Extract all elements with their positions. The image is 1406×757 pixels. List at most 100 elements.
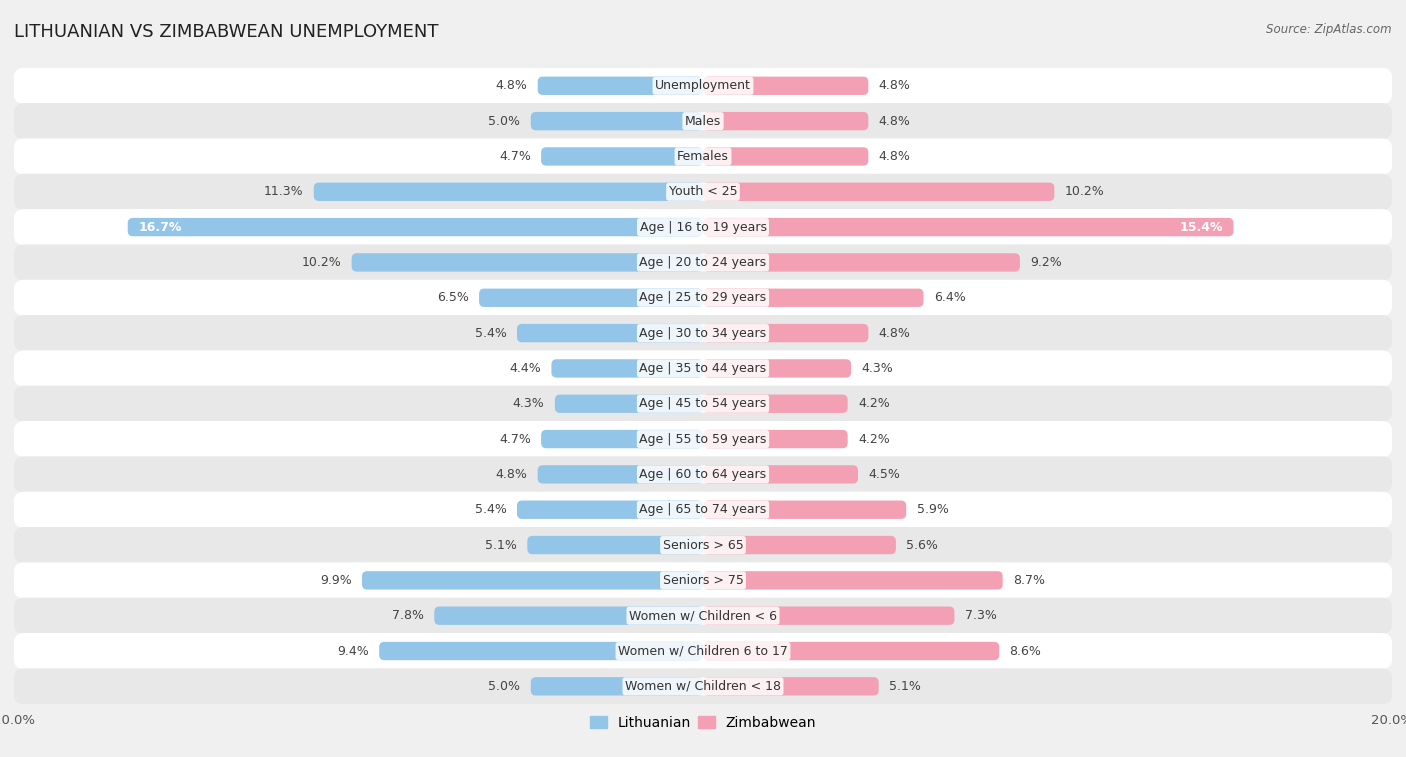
FancyBboxPatch shape (703, 678, 879, 696)
Text: LITHUANIAN VS ZIMBABWEAN UNEMPLOYMENT: LITHUANIAN VS ZIMBABWEAN UNEMPLOYMENT (14, 23, 439, 41)
FancyBboxPatch shape (703, 288, 924, 307)
FancyBboxPatch shape (703, 466, 858, 484)
Text: 9.9%: 9.9% (321, 574, 352, 587)
FancyBboxPatch shape (703, 572, 1002, 590)
Text: Age | 60 to 64 years: Age | 60 to 64 years (640, 468, 766, 481)
FancyBboxPatch shape (541, 148, 703, 166)
FancyBboxPatch shape (531, 112, 703, 130)
FancyBboxPatch shape (14, 68, 1392, 104)
Text: Age | 35 to 44 years: Age | 35 to 44 years (640, 362, 766, 375)
Text: 11.3%: 11.3% (264, 185, 304, 198)
Text: Age | 30 to 34 years: Age | 30 to 34 years (640, 326, 766, 340)
Text: 15.4%: 15.4% (1180, 220, 1223, 234)
Text: 9.2%: 9.2% (1031, 256, 1062, 269)
Legend: Lithuanian, Zimbabwean: Lithuanian, Zimbabwean (585, 710, 821, 735)
Text: Seniors > 65: Seniors > 65 (662, 538, 744, 552)
FancyBboxPatch shape (703, 642, 1000, 660)
FancyBboxPatch shape (555, 394, 703, 413)
FancyBboxPatch shape (14, 280, 1392, 316)
Text: 5.0%: 5.0% (488, 114, 520, 128)
Text: 6.4%: 6.4% (934, 291, 966, 304)
Text: 5.1%: 5.1% (889, 680, 921, 693)
FancyBboxPatch shape (703, 112, 869, 130)
FancyBboxPatch shape (703, 606, 955, 625)
FancyBboxPatch shape (703, 324, 869, 342)
FancyBboxPatch shape (14, 668, 1392, 704)
Text: 4.8%: 4.8% (879, 114, 911, 128)
Text: 6.5%: 6.5% (437, 291, 468, 304)
Text: Age | 55 to 59 years: Age | 55 to 59 years (640, 432, 766, 446)
FancyBboxPatch shape (14, 386, 1392, 422)
Text: Age | 20 to 24 years: Age | 20 to 24 years (640, 256, 766, 269)
Text: 4.8%: 4.8% (879, 79, 911, 92)
FancyBboxPatch shape (703, 394, 848, 413)
Text: 4.3%: 4.3% (862, 362, 893, 375)
FancyBboxPatch shape (14, 315, 1392, 351)
Text: 4.7%: 4.7% (499, 432, 531, 446)
Text: 4.7%: 4.7% (499, 150, 531, 163)
FancyBboxPatch shape (531, 678, 703, 696)
FancyBboxPatch shape (527, 536, 703, 554)
FancyBboxPatch shape (14, 456, 1392, 492)
Text: Age | 16 to 19 years: Age | 16 to 19 years (640, 220, 766, 234)
FancyBboxPatch shape (703, 360, 851, 378)
FancyBboxPatch shape (128, 218, 703, 236)
FancyBboxPatch shape (537, 76, 703, 95)
Text: 5.9%: 5.9% (917, 503, 949, 516)
Text: Males: Males (685, 114, 721, 128)
FancyBboxPatch shape (14, 633, 1392, 669)
Text: 5.4%: 5.4% (475, 326, 506, 340)
Text: Source: ZipAtlas.com: Source: ZipAtlas.com (1267, 23, 1392, 36)
Text: 4.8%: 4.8% (495, 79, 527, 92)
FancyBboxPatch shape (551, 360, 703, 378)
FancyBboxPatch shape (703, 500, 907, 519)
FancyBboxPatch shape (537, 466, 703, 484)
FancyBboxPatch shape (703, 148, 869, 166)
FancyBboxPatch shape (14, 174, 1392, 210)
FancyBboxPatch shape (14, 598, 1392, 634)
FancyBboxPatch shape (14, 103, 1392, 139)
FancyBboxPatch shape (14, 209, 1392, 245)
Text: 4.3%: 4.3% (513, 397, 544, 410)
Text: 9.4%: 9.4% (337, 644, 368, 658)
FancyBboxPatch shape (517, 500, 703, 519)
Text: 7.3%: 7.3% (965, 609, 997, 622)
FancyBboxPatch shape (479, 288, 703, 307)
Text: 4.2%: 4.2% (858, 397, 890, 410)
Text: 5.0%: 5.0% (488, 680, 520, 693)
Text: Age | 25 to 29 years: Age | 25 to 29 years (640, 291, 766, 304)
Text: 7.8%: 7.8% (392, 609, 425, 622)
Text: Seniors > 75: Seniors > 75 (662, 574, 744, 587)
Text: Youth < 25: Youth < 25 (669, 185, 737, 198)
Text: 8.7%: 8.7% (1012, 574, 1045, 587)
Text: Women w/ Children < 18: Women w/ Children < 18 (626, 680, 780, 693)
Text: Age | 45 to 54 years: Age | 45 to 54 years (640, 397, 766, 410)
FancyBboxPatch shape (703, 76, 869, 95)
FancyBboxPatch shape (14, 139, 1392, 174)
FancyBboxPatch shape (14, 421, 1392, 457)
Text: 4.4%: 4.4% (509, 362, 541, 375)
Text: Females: Females (678, 150, 728, 163)
Text: Women w/ Children < 6: Women w/ Children < 6 (628, 609, 778, 622)
FancyBboxPatch shape (352, 254, 703, 272)
Text: 5.4%: 5.4% (475, 503, 506, 516)
FancyBboxPatch shape (361, 572, 703, 590)
FancyBboxPatch shape (703, 254, 1019, 272)
FancyBboxPatch shape (14, 562, 1392, 598)
Text: 4.5%: 4.5% (869, 468, 900, 481)
FancyBboxPatch shape (541, 430, 703, 448)
Text: 4.8%: 4.8% (879, 150, 911, 163)
FancyBboxPatch shape (703, 182, 1054, 201)
FancyBboxPatch shape (380, 642, 703, 660)
FancyBboxPatch shape (703, 430, 848, 448)
FancyBboxPatch shape (517, 324, 703, 342)
Text: Age | 65 to 74 years: Age | 65 to 74 years (640, 503, 766, 516)
Text: Women w/ Children 6 to 17: Women w/ Children 6 to 17 (619, 644, 787, 658)
FancyBboxPatch shape (14, 492, 1392, 528)
FancyBboxPatch shape (434, 606, 703, 625)
Text: 5.6%: 5.6% (907, 538, 938, 552)
FancyBboxPatch shape (14, 527, 1392, 563)
FancyBboxPatch shape (703, 218, 1233, 236)
FancyBboxPatch shape (314, 182, 703, 201)
Text: 16.7%: 16.7% (138, 220, 181, 234)
